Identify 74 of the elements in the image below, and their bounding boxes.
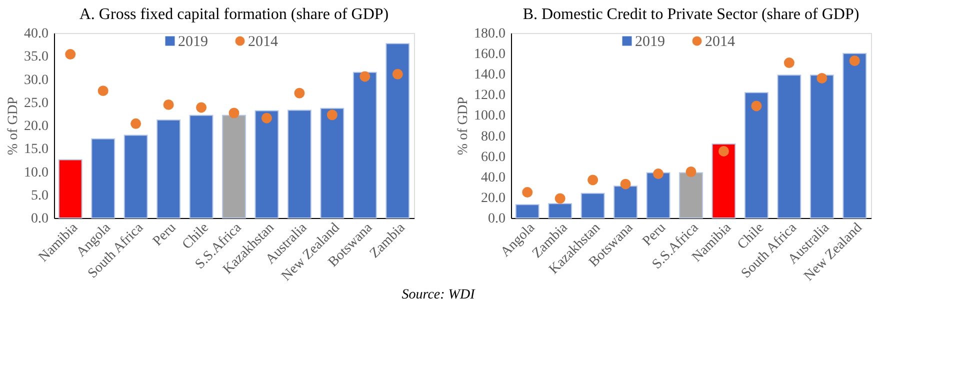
y-tick-label: 25.0 (24, 96, 48, 111)
y-tick-label: 140.0 (474, 68, 506, 83)
bar (254, 110, 279, 218)
point (163, 99, 174, 110)
point (816, 72, 828, 84)
chart-title: B. Domestic Credit to Private Sector (share of GDP) (522, 6, 860, 23)
y-tick-label: 20.0 (24, 119, 48, 134)
point (130, 118, 142, 129)
y-tick-label: 180.0 (474, 26, 506, 42)
x-tick-label: Chile (735, 220, 768, 253)
bar (679, 172, 703, 218)
y-axis-title: % of GDP (456, 96, 471, 156)
y-tick-label: 30.0 (24, 72, 48, 88)
bar (58, 159, 82, 218)
point (360, 71, 370, 82)
point (261, 112, 272, 124)
y-tick-label: 80.0 (481, 129, 506, 144)
point (228, 108, 240, 118)
bar (288, 110, 312, 218)
y-tick-label: 0.0 (31, 212, 48, 226)
bar (777, 74, 802, 218)
y-tick-label: 120.0 (474, 88, 506, 104)
point (718, 146, 729, 156)
legend-label: 2019 (635, 34, 665, 50)
y-tick-label: 35.0 (24, 50, 48, 65)
point (294, 88, 305, 98)
x-tick-label: Peru (150, 220, 180, 250)
bar (548, 203, 572, 218)
point (751, 100, 762, 112)
point (522, 187, 533, 198)
y-tick-label: 15.0 (24, 142, 48, 158)
legend-label: 2019 (178, 34, 208, 50)
bar (156, 119, 180, 218)
point (98, 86, 108, 96)
bar (744, 92, 768, 218)
bar (712, 144, 736, 218)
chart-title: A. Gross fixed capital formation (share of GDP) (79, 6, 389, 23)
point (196, 102, 207, 113)
bar (842, 53, 867, 218)
y-tick-label: 10.0 (24, 165, 48, 180)
bar (580, 192, 605, 218)
y-tick-label: 40.0 (481, 170, 506, 186)
bar (386, 43, 410, 218)
bar (352, 72, 377, 218)
y-tick-label: 160.0 (474, 47, 506, 62)
y-tick-label: 20.0 (481, 190, 506, 206)
source-note: Source: WDI (402, 287, 476, 302)
point (620, 178, 631, 190)
bar (515, 204, 540, 218)
point (784, 58, 794, 68)
legend-label: 2014 (705, 34, 736, 50)
point (392, 68, 403, 80)
bar (320, 108, 344, 218)
y-tick-label: 100.0 (474, 108, 506, 124)
bar (646, 172, 670, 218)
point (554, 193, 566, 204)
y-tick-label: 60.0 (481, 150, 506, 165)
bar (614, 186, 638, 218)
y-tick-label: 5.0 (31, 188, 48, 204)
point (686, 166, 696, 177)
bar (91, 138, 116, 218)
point (588, 174, 598, 186)
point (849, 56, 860, 66)
point (326, 110, 338, 120)
point (653, 168, 664, 180)
y-tick-label: 0.0 (488, 212, 506, 226)
y-tick-label: 40.0 (24, 26, 48, 42)
bar (810, 74, 834, 218)
legend-label: 2014 (248, 34, 278, 50)
bar (222, 114, 246, 218)
bar (124, 134, 148, 218)
point (65, 49, 76, 60)
y-axis-title: % of GDP (6, 96, 21, 156)
bar (189, 114, 214, 218)
